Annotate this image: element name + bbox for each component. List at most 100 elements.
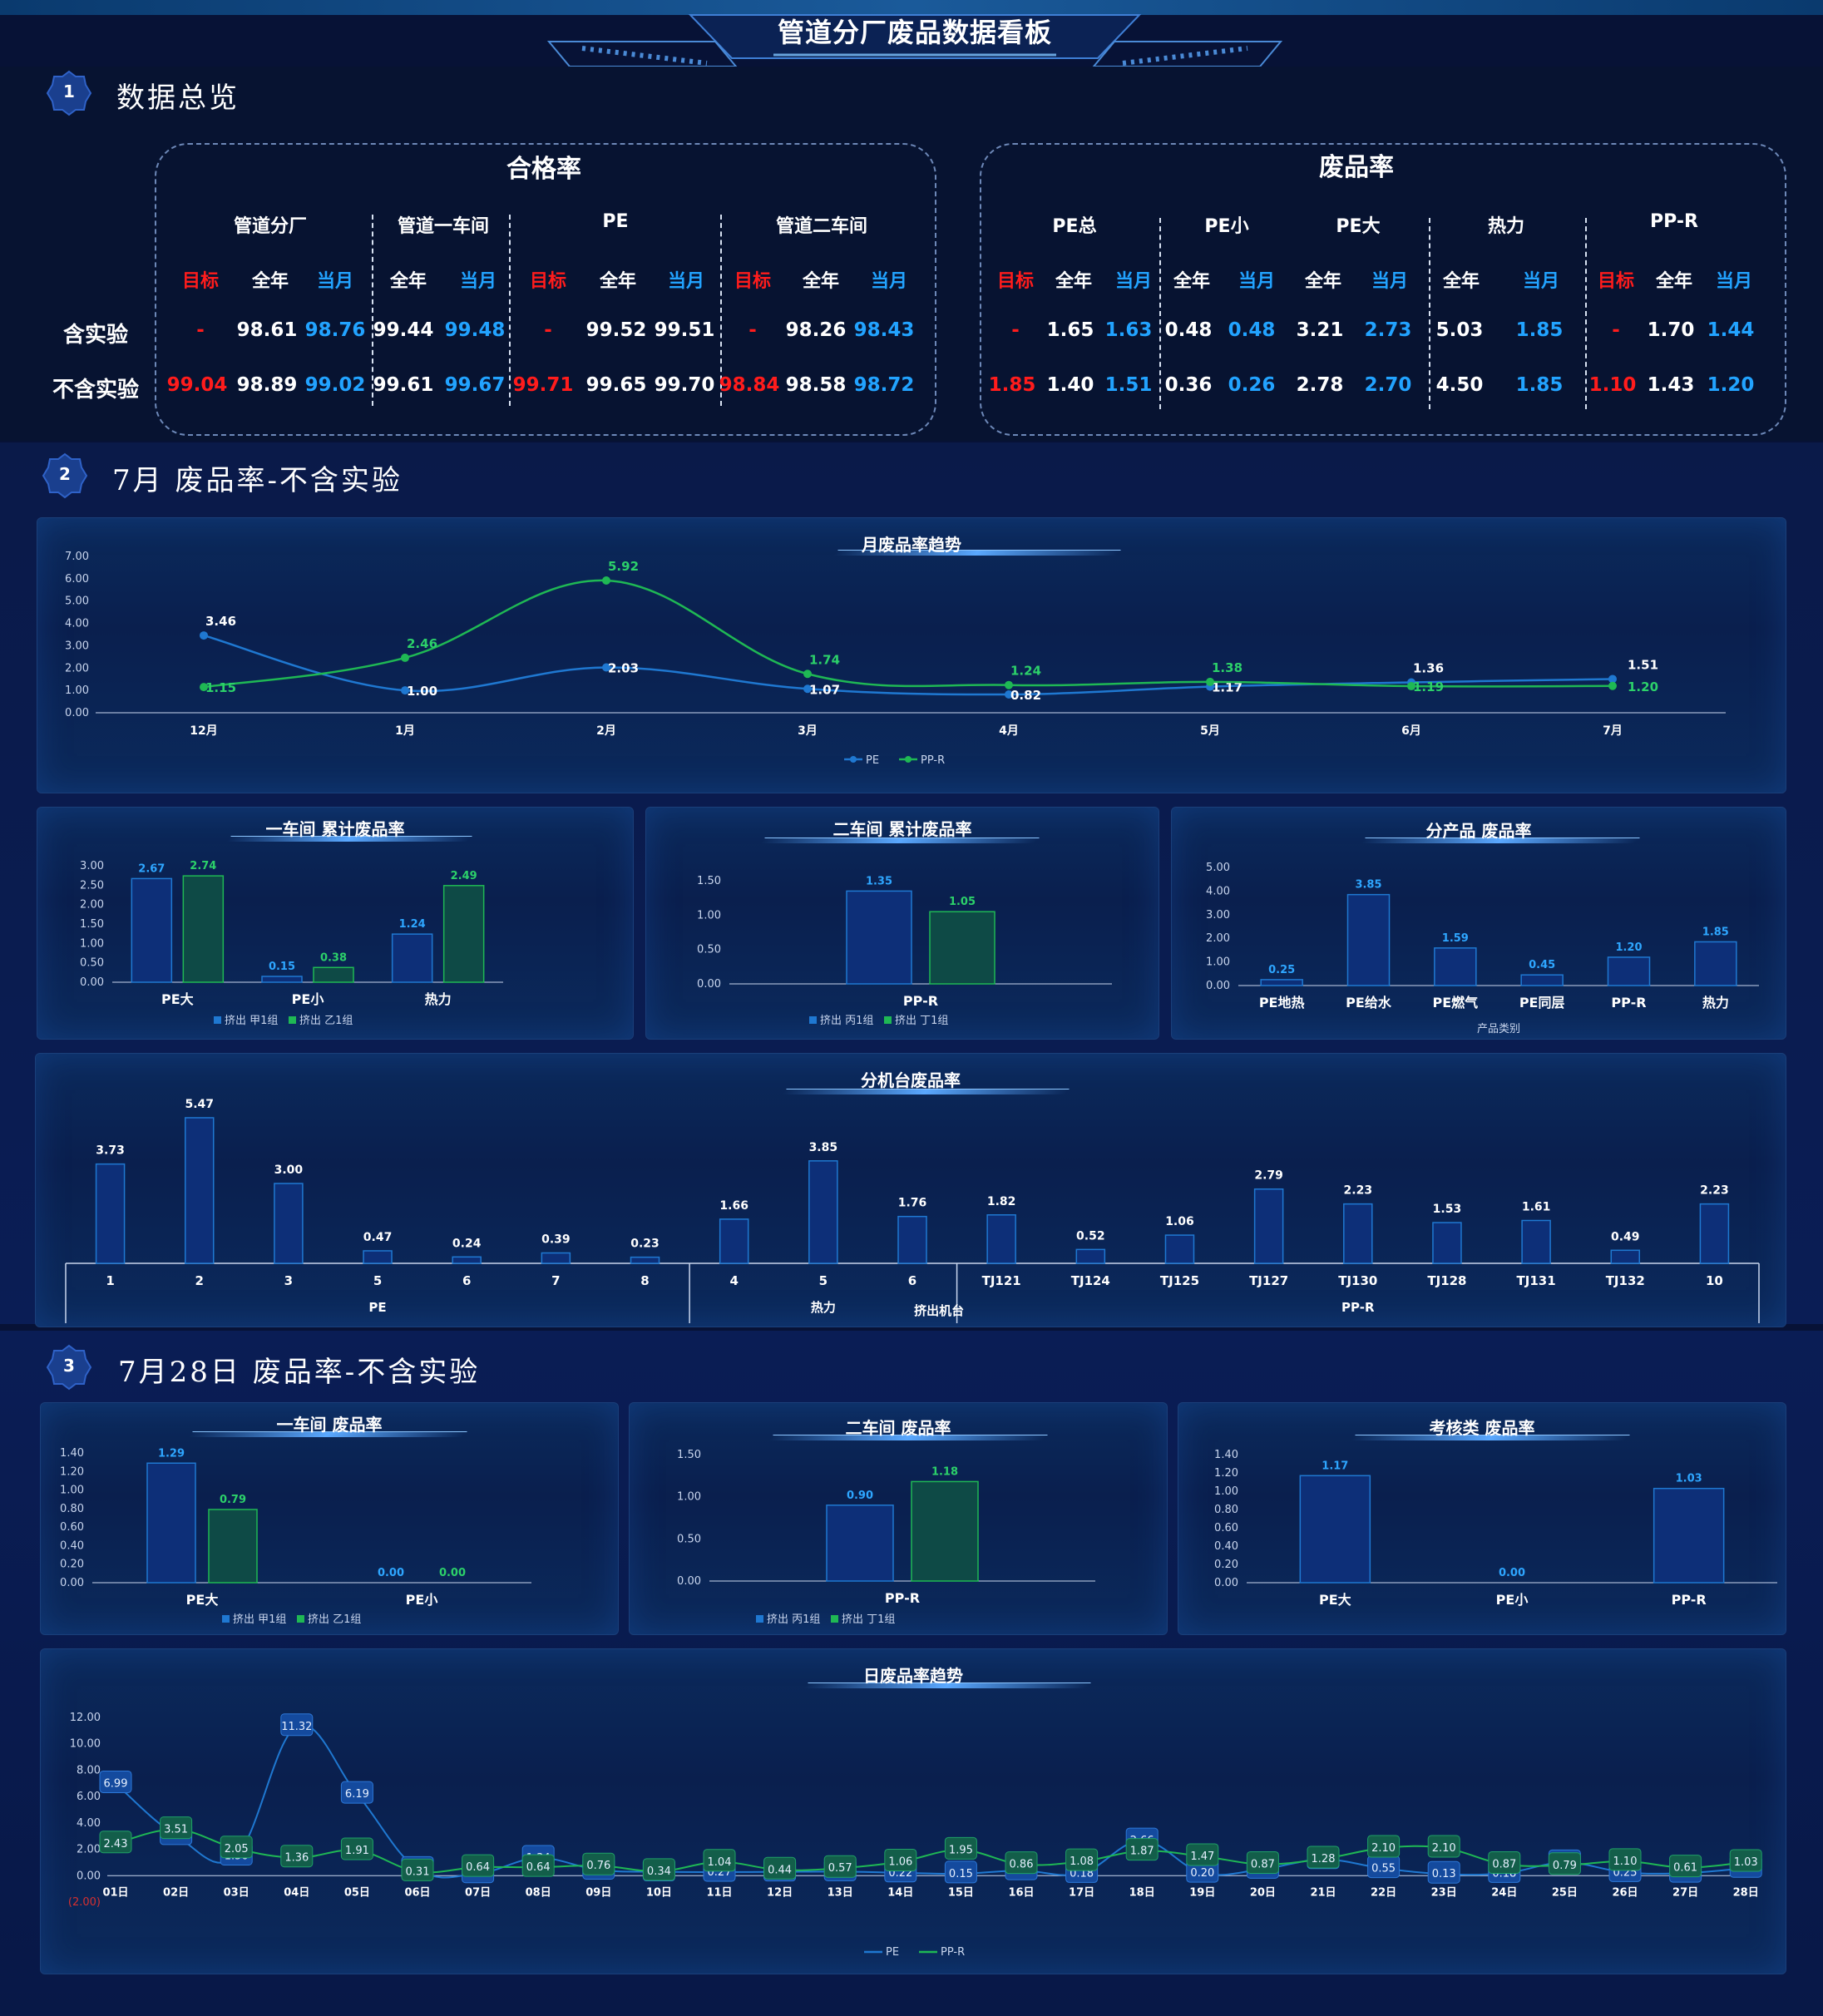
day-ws2-panel: 二车间 废品率 0.00 0.50 1.00 1.50 PP-R 0.90 1.18 挤出 丙… bbox=[629, 1402, 1168, 1635]
data-label: 2.74 bbox=[190, 860, 216, 872]
col-target: 目标 bbox=[996, 271, 1034, 292]
y-tick-label: 1.50 bbox=[697, 875, 721, 887]
x-tick-label: 热力 bbox=[425, 991, 452, 1007]
group-ppr: PP-R bbox=[1650, 211, 1698, 232]
x-tick-label: 8 bbox=[640, 1273, 649, 1288]
data-point bbox=[803, 684, 812, 694]
x-tick-label: 6月 bbox=[1401, 724, 1421, 738]
data-label: 1.61 bbox=[1522, 1200, 1551, 1213]
group-ws2: 管道二车间 bbox=[775, 216, 867, 237]
x-tick-label: 09日 bbox=[585, 1886, 611, 1899]
data-label: 2.03 bbox=[608, 660, 639, 675]
data-label: 1.17 bbox=[1212, 680, 1243, 695]
x-tick-label: 13日 bbox=[828, 1886, 853, 1899]
monthly-trend-chart: 0.00 1.00 2.00 3.00 4.00 5.00 6.00 7.00 12月 1月 2月 3… bbox=[65, 551, 1726, 767]
y-tick-label: 4.00 bbox=[77, 1817, 101, 1830]
value: 2.73 bbox=[1364, 319, 1412, 341]
data-label: 5.47 bbox=[185, 1098, 214, 1111]
product-scrap-chart: 0.00 1.00 2.00 3.00 4.00 5.00 PE地热 0.25 PE给水 3.85… bbox=[1206, 862, 1759, 1035]
y-tick-label: 0.80 bbox=[60, 1503, 84, 1515]
x-tick-label: 3 bbox=[284, 1273, 293, 1288]
data-label: 0.44 bbox=[768, 1864, 792, 1876]
y-tick-label: 0.00 bbox=[697, 978, 721, 991]
row-label-with-test: 含实验 bbox=[62, 323, 128, 348]
section-3-title: 7月28日 废品率-不含实验 bbox=[118, 1356, 481, 1389]
day-ws1-title: 一车间 废品率 bbox=[276, 1415, 383, 1435]
value: 3.21 bbox=[1296, 319, 1344, 341]
data-label-box bbox=[401, 1858, 434, 1881]
group-label: PE bbox=[368, 1300, 386, 1315]
y-tick-label: 2.00 bbox=[1206, 932, 1230, 945]
section-2-badge-icon bbox=[42, 452, 88, 499]
data-label-box bbox=[1427, 1835, 1460, 1858]
group-ws1: 管道一车间 bbox=[397, 216, 489, 237]
x-tick-label: 热力 bbox=[1702, 995, 1729, 1010]
data-label: 0.61 bbox=[1673, 1862, 1697, 1875]
x-tick-label: TJ131 bbox=[1517, 1273, 1556, 1288]
value: 1.65 bbox=[1046, 319, 1094, 341]
bar bbox=[1253, 1188, 1284, 1264]
machine-scrap-panel: 分机台废品率 3.73 1 5.47 2 3.00 3 0.47 5 0.24 6 0.39 7 0.2… bbox=[35, 1053, 1786, 1327]
data-point bbox=[1608, 681, 1617, 690]
value: 99.51 bbox=[654, 319, 715, 341]
value: 99.44 bbox=[373, 319, 434, 341]
value: 1.44 bbox=[1707, 319, 1755, 341]
data-label-box bbox=[160, 1816, 193, 1840]
x-tick-label: 01日 bbox=[102, 1886, 128, 1899]
bar bbox=[131, 877, 173, 983]
section-3-number: 3 bbox=[63, 1356, 75, 1376]
y-tick-label: 5.00 bbox=[65, 595, 89, 608]
value: 1.43 bbox=[1647, 374, 1695, 396]
y-tick-label: 1.00 bbox=[1214, 1485, 1238, 1498]
group-thermal: 热力 bbox=[1487, 216, 1524, 237]
data-label: 0.00 bbox=[439, 1567, 466, 1579]
x-tick-label: 6 bbox=[908, 1273, 916, 1288]
value: 98.76 bbox=[304, 319, 366, 341]
day-assess-chart: 0.00 0.20 0.40 0.60 0.80 1.00 1.20 1.40 PE大 1.17 P… bbox=[1214, 1449, 1777, 1608]
monthly-trend-title: 月废品率趋势 bbox=[862, 535, 961, 555]
data-label: 2.43 bbox=[104, 1838, 128, 1850]
x-tick-label: PE大 bbox=[186, 1592, 219, 1608]
data-point bbox=[1005, 680, 1013, 689]
x-tick-label: 25日 bbox=[1552, 1886, 1578, 1899]
data-label: 0.00 bbox=[378, 1567, 404, 1579]
data-label-box bbox=[1488, 1850, 1521, 1874]
bar bbox=[363, 1250, 393, 1264]
data-label: 1.03 bbox=[1734, 1856, 1758, 1869]
bar bbox=[1694, 941, 1737, 986]
x-tick-label: 10日 bbox=[646, 1886, 672, 1899]
ws1-cumulative-chart: 0.00 0.50 1.00 1.50 2.00 2.50 3.00 PE大 2.67 2.74 P… bbox=[80, 860, 503, 1027]
group-label: 热力 bbox=[811, 1300, 836, 1315]
y-tick-label: 0.00 bbox=[77, 1870, 101, 1882]
data-label: 1.06 bbox=[1165, 1215, 1194, 1228]
bar bbox=[929, 911, 995, 985]
data-label-box bbox=[280, 1845, 314, 1868]
value: 1.70 bbox=[1647, 319, 1695, 341]
y-tick-label: 2.00 bbox=[77, 1844, 101, 1856]
x-tick-label: 19日 bbox=[1189, 1886, 1215, 1899]
ws1-cumulative-title: 一车间 累计废品率 bbox=[265, 819, 405, 839]
data-label-box bbox=[944, 1860, 977, 1884]
data-label: 0.86 bbox=[1010, 1859, 1034, 1871]
legend-swatch bbox=[222, 1615, 230, 1623]
col-year: 全年 bbox=[1055, 271, 1092, 292]
x-tick-label: TJ121 bbox=[982, 1273, 1021, 1288]
x-tick-label: 1 bbox=[106, 1273, 114, 1288]
x-tick-label: TJ124 bbox=[1071, 1273, 1110, 1288]
value: - bbox=[748, 319, 757, 341]
value: 98.43 bbox=[853, 319, 915, 341]
col-year: 全年 bbox=[1304, 271, 1341, 292]
x-tick-label: PE大 bbox=[1319, 1592, 1351, 1608]
x-tick-label: 7月 bbox=[1603, 724, 1623, 738]
data-label-box bbox=[462, 1854, 495, 1877]
y-tick-label: 5.00 bbox=[1206, 862, 1230, 874]
col-month: 当月 bbox=[1371, 271, 1408, 292]
col-year: 全年 bbox=[802, 271, 839, 292]
data-label: 0.24 bbox=[452, 1237, 482, 1250]
data-label-box bbox=[1367, 1835, 1401, 1858]
value: 4.50 bbox=[1435, 374, 1484, 396]
col-month: 当月 bbox=[1114, 271, 1152, 292]
value: - bbox=[1011, 319, 1020, 341]
data-label: 2.23 bbox=[1344, 1184, 1373, 1198]
row-label-without-test: 不含实验 bbox=[52, 378, 139, 403]
